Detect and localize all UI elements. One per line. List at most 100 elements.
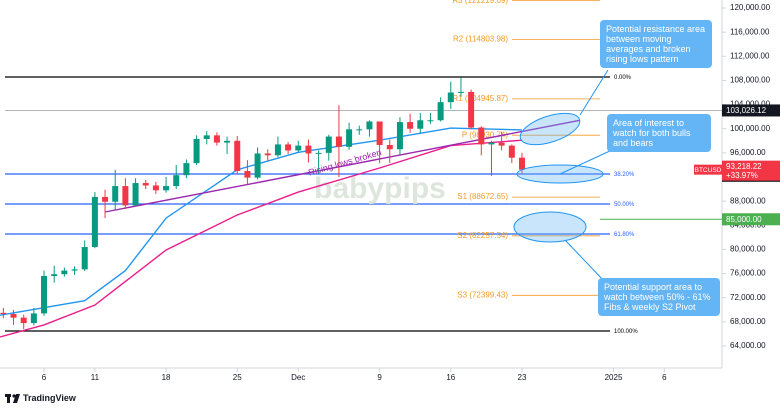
candle-body bbox=[224, 140, 231, 143]
candle-body bbox=[234, 140, 241, 171]
candle-body bbox=[396, 122, 403, 150]
pivot-label: S3 (72399.43) bbox=[457, 290, 508, 299]
last-price-label: 93,218.22 bbox=[726, 162, 762, 171]
x-tick-label: 6 bbox=[42, 373, 47, 382]
candle-body bbox=[51, 274, 58, 276]
fib-label: 50.00% bbox=[614, 202, 635, 208]
x-tick-label: 18 bbox=[162, 373, 171, 382]
candle-body bbox=[488, 142, 495, 145]
candle-body bbox=[346, 129, 353, 147]
price-marker-label: 85,000.00 bbox=[726, 215, 762, 224]
candle-body bbox=[193, 138, 200, 164]
candle-body bbox=[183, 163, 190, 176]
x-tick-label: 2025 bbox=[605, 373, 623, 382]
y-tick-label: 96,000.00 bbox=[730, 148, 766, 157]
candle-body bbox=[61, 270, 68, 275]
candle-body bbox=[274, 144, 281, 156]
callout-pointer bbox=[564, 239, 606, 283]
candle-body bbox=[20, 317, 27, 324]
candle-body bbox=[285, 144, 292, 151]
candle-body bbox=[122, 186, 129, 206]
callout: Potential resistance area between moving… bbox=[600, 20, 712, 68]
candle-body bbox=[376, 121, 383, 146]
x-tick-label: 9 bbox=[377, 373, 382, 382]
candle-body bbox=[132, 183, 139, 206]
candle-body bbox=[478, 127, 485, 145]
candle-body bbox=[468, 91, 475, 128]
x-tick-label: 16 bbox=[446, 373, 455, 382]
x-tick-label: Dec bbox=[291, 373, 305, 382]
candle-body bbox=[142, 183, 149, 186]
x-tick-label: 11 bbox=[91, 373, 100, 382]
candle-body bbox=[356, 129, 363, 131]
y-tick-label: 100,000.00 bbox=[730, 124, 771, 133]
candle-body bbox=[447, 92, 454, 103]
y-tick-label: 72,000.00 bbox=[730, 293, 766, 302]
y-tick-label: 80,000.00 bbox=[730, 245, 766, 254]
brand-name: TradingView bbox=[23, 393, 77, 403]
candle-body bbox=[315, 152, 322, 154]
pivot-label: P (98930.74) bbox=[462, 130, 508, 139]
candle-body bbox=[366, 121, 373, 130]
pivot-label: R1 (104945.87) bbox=[452, 94, 508, 103]
y-tick-label: 88,000.00 bbox=[730, 196, 766, 205]
y-tick-label: 120,000.00 bbox=[730, 3, 771, 12]
candle-body bbox=[305, 145, 312, 154]
y-tick-label: 104,000.00 bbox=[730, 100, 771, 109]
symbol-tag bbox=[694, 164, 722, 175]
candle-body bbox=[71, 269, 78, 271]
callout: Area of interest to watch for both bulls… bbox=[607, 114, 711, 152]
candle-body bbox=[427, 120, 434, 122]
symbol-label: BTCUSD bbox=[695, 167, 722, 174]
candle-body bbox=[254, 153, 261, 178]
candle-body bbox=[335, 136, 342, 147]
pivot-label: R3 (121219.09) bbox=[452, 0, 508, 5]
pivot-label: S2 (82257.54) bbox=[457, 231, 508, 240]
candle-body bbox=[386, 145, 393, 150]
tradingview-logo bbox=[5, 394, 20, 403]
fib-label: 100.00% bbox=[614, 329, 638, 335]
logo-part bbox=[13, 394, 20, 403]
candle-body bbox=[173, 175, 180, 187]
y-tick-label: 112,000.00 bbox=[730, 51, 770, 60]
overlay-line bbox=[0, 139, 523, 338]
background-layer: 0.00% 38.20% 50.00% 61.80% 100.00% bbox=[5, 0, 726, 372]
callout-pointer bbox=[559, 149, 613, 175]
candle-body bbox=[152, 185, 159, 191]
candle-body bbox=[112, 186, 119, 202]
fib-label: 61.80% bbox=[614, 232, 635, 238]
candle-body bbox=[41, 275, 48, 314]
candle-body bbox=[295, 145, 302, 151]
pivot-label: R2 (114803.98) bbox=[453, 34, 508, 43]
callout-pointer bbox=[579, 69, 609, 116]
highlight-ellipse bbox=[519, 112, 581, 146]
fib-label: 38.20% bbox=[614, 172, 635, 178]
candle-body bbox=[325, 136, 332, 153]
candle-body bbox=[213, 135, 220, 143]
watermark: babypips bbox=[314, 172, 446, 205]
candle-body bbox=[10, 314, 17, 318]
logo-part bbox=[7, 394, 10, 403]
candle-body bbox=[437, 102, 444, 121]
y-tick-label: 76,000.00 bbox=[730, 269, 766, 278]
price-marker-label: 103,026.12 bbox=[726, 106, 767, 115]
plot-layer: R3 (121219.09) R2 (114803.98) R1 (104945.8… bbox=[0, 0, 581, 338]
last-price-box bbox=[722, 160, 780, 181]
candle-body bbox=[457, 91, 464, 93]
price-marker bbox=[722, 213, 780, 226]
candle-body bbox=[81, 247, 88, 270]
x-tick-label: 23 bbox=[518, 373, 527, 382]
y-tick-label: 64,000.00 bbox=[730, 341, 766, 350]
y-tick-label: 68,000.00 bbox=[730, 317, 766, 326]
logo-part bbox=[12, 394, 16, 398]
candle-body bbox=[163, 186, 170, 191]
x-tick-label: 6 bbox=[662, 373, 667, 382]
candle-body bbox=[508, 145, 515, 158]
overlay-line bbox=[104, 119, 581, 213]
callout: Potential support area to watch between … bbox=[598, 278, 720, 316]
pivot-label: S1 (88672.65) bbox=[457, 192, 508, 201]
candle-body bbox=[91, 196, 98, 248]
